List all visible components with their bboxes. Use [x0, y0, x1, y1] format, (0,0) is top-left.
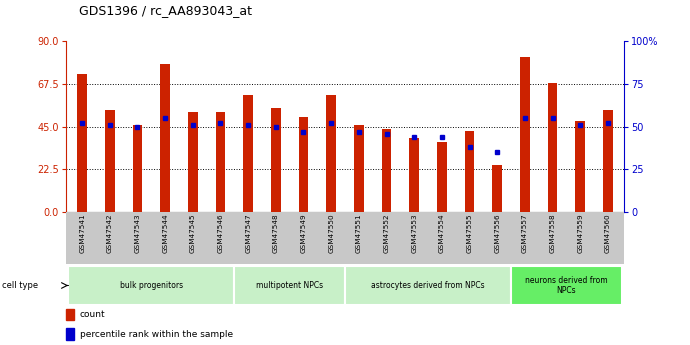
Bar [464, 130, 474, 212]
Text: GSM47552: GSM47552 [384, 214, 389, 253]
Bar [493, 165, 502, 212]
Text: GSM47556: GSM47556 [494, 214, 500, 253]
Bar [188, 111, 197, 212]
Text: astrocytes derived from NPCs: astrocytes derived from NPCs [371, 281, 485, 290]
Text: GDS1396 / rc_AA893043_at: GDS1396 / rc_AA893043_at [79, 4, 253, 17]
Bar [68, 266, 235, 305]
Text: GSM47548: GSM47548 [273, 214, 279, 253]
Bar [299, 117, 308, 212]
Bar [575, 121, 585, 212]
Text: GSM47553: GSM47553 [411, 214, 417, 253]
Bar [354, 125, 364, 212]
Bar [520, 57, 530, 212]
Text: GSM47545: GSM47545 [190, 214, 196, 253]
Text: bulk progenitors: bulk progenitors [120, 281, 183, 290]
Bar [216, 111, 226, 212]
Text: count: count [79, 310, 105, 319]
Text: GSM47549: GSM47549 [301, 214, 306, 253]
Text: GSM47547: GSM47547 [245, 214, 251, 253]
Text: GSM47558: GSM47558 [549, 214, 555, 253]
Text: GSM47542: GSM47542 [107, 214, 113, 253]
Text: multipotent NPCs: multipotent NPCs [256, 281, 323, 290]
Bar [437, 142, 446, 212]
Bar [66, 328, 74, 340]
Bar [345, 266, 511, 305]
Text: GSM47554: GSM47554 [439, 214, 445, 253]
Bar [548, 83, 558, 212]
Text: GSM47560: GSM47560 [605, 214, 611, 253]
Bar [235, 266, 345, 305]
Text: GSM47544: GSM47544 [162, 214, 168, 253]
Text: GSM47555: GSM47555 [466, 214, 473, 253]
Bar [77, 73, 87, 212]
Bar [105, 110, 115, 212]
Text: GSM47543: GSM47543 [135, 214, 141, 253]
Bar [160, 64, 170, 212]
Text: GSM47559: GSM47559 [577, 214, 583, 253]
Bar [326, 95, 336, 212]
Bar [132, 125, 142, 212]
Text: percentile rank within the sample: percentile rank within the sample [79, 330, 233, 339]
Bar [382, 129, 391, 212]
Bar [244, 95, 253, 212]
Bar [66, 308, 74, 320]
Bar [603, 110, 613, 212]
Text: neurons derived from
NPCs: neurons derived from NPCs [525, 276, 608, 295]
Text: GSM47550: GSM47550 [328, 214, 334, 253]
Text: GSM47557: GSM47557 [522, 214, 528, 253]
Text: GSM47541: GSM47541 [79, 214, 85, 253]
Bar [511, 266, 622, 305]
Text: GSM47551: GSM47551 [356, 214, 362, 253]
Text: cell type: cell type [2, 281, 38, 290]
Bar [271, 108, 281, 212]
Bar [409, 138, 419, 212]
Text: GSM47546: GSM47546 [217, 214, 224, 253]
